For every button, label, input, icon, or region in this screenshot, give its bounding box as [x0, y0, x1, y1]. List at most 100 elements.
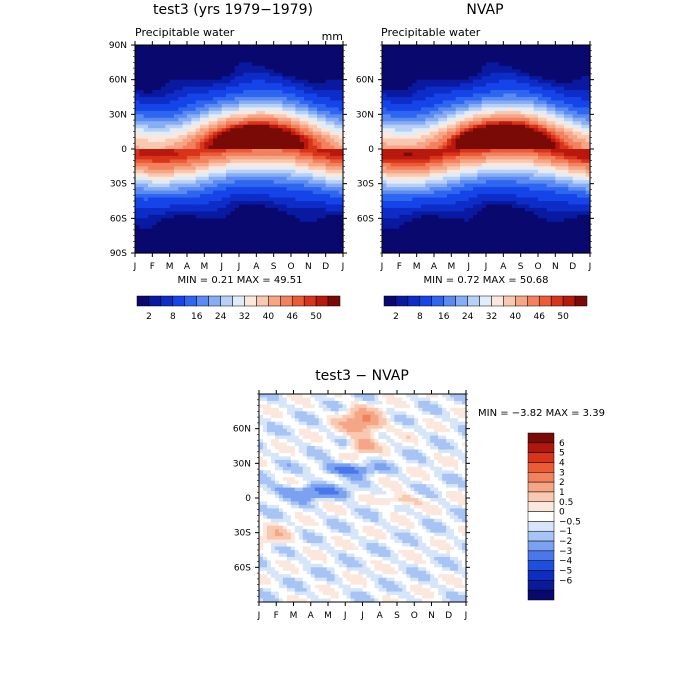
heat-cell — [304, 228, 309, 233]
heat-cell — [468, 145, 474, 150]
heat-cell — [546, 93, 552, 98]
heat-cell — [438, 72, 444, 77]
heat-cell — [507, 176, 513, 181]
heat-cell — [204, 131, 210, 136]
heat-cell — [330, 187, 335, 192]
heat-cell — [382, 76, 387, 81]
heat-cell — [299, 135, 305, 140]
heat-cell — [230, 235, 236, 240]
heat-cell — [412, 128, 418, 133]
heat-cell — [438, 128, 444, 133]
heat-cell — [308, 107, 314, 112]
heat-cell — [165, 246, 171, 251]
heat-cell — [143, 211, 149, 216]
heat-cell — [269, 100, 275, 105]
heat-cell — [559, 176, 565, 181]
heat-cell — [299, 142, 305, 147]
heat-cell — [165, 152, 171, 157]
heat-cell — [507, 83, 513, 88]
heat-cell — [243, 55, 249, 60]
heat-cell — [204, 169, 210, 174]
heat-cell — [421, 103, 426, 108]
heat-cell — [252, 201, 257, 206]
heat-cell — [464, 79, 470, 84]
heat-cell — [499, 142, 504, 147]
heat-cell — [546, 149, 552, 154]
heat-cell — [481, 142, 487, 147]
heat-cell — [494, 121, 500, 126]
heat-cell — [481, 173, 487, 178]
heat-cell — [273, 45, 279, 50]
heat-cell — [178, 79, 184, 84]
heat-cell — [507, 155, 513, 160]
heat-cell — [182, 131, 188, 136]
heat-cell — [221, 218, 227, 223]
heat-cell — [395, 79, 400, 84]
heat-cell — [226, 138, 231, 143]
heat-cell — [334, 55, 340, 60]
heat-cell — [464, 117, 470, 122]
heat-cell — [447, 155, 452, 160]
heat-cell — [234, 90, 240, 95]
heat-cell — [486, 131, 491, 136]
heat-cell — [208, 128, 214, 133]
heat-cell — [438, 176, 444, 181]
heat-cell — [252, 169, 257, 174]
heat-cell — [217, 45, 223, 50]
heat-cell — [182, 79, 188, 84]
heat-cell — [429, 90, 435, 95]
heat-cell — [187, 69, 192, 74]
heat-cell — [317, 204, 322, 209]
heat-cell — [581, 173, 587, 178]
heat-cell — [312, 228, 318, 233]
heat-cell — [507, 152, 513, 157]
heat-cell — [252, 149, 257, 154]
heat-cell — [507, 124, 513, 129]
heat-cell — [208, 76, 214, 81]
heat-cell — [425, 169, 431, 174]
heat-cell — [304, 166, 309, 171]
heat-cell — [512, 79, 517, 84]
heat-cell — [395, 100, 400, 105]
heat-cell — [139, 187, 145, 192]
heat-cell — [239, 145, 244, 150]
heat-cell — [152, 110, 158, 115]
heat-cell — [195, 232, 201, 237]
heat-cell — [390, 79, 396, 84]
heat-cell — [399, 69, 405, 74]
heat-cell — [312, 117, 318, 122]
heat-cell — [204, 62, 210, 67]
heat-cell — [473, 107, 478, 112]
heat-cell — [204, 83, 210, 88]
heat-cell — [317, 48, 322, 53]
heat-cell — [286, 197, 292, 202]
heat-cell — [421, 169, 426, 174]
heat-cell — [451, 62, 457, 67]
heat-cell — [187, 100, 192, 105]
heat-cell — [182, 242, 188, 247]
heat-cell — [178, 246, 184, 251]
heat-cell — [135, 107, 140, 112]
heat-cell — [252, 173, 257, 178]
heat-cell — [325, 97, 331, 102]
heat-cell — [577, 103, 582, 108]
heat-cell — [533, 86, 539, 91]
heat-cell — [265, 221, 270, 226]
heat-cell — [143, 93, 149, 98]
heat-cell — [273, 121, 279, 126]
heat-cell — [412, 162, 418, 167]
heat-cell — [455, 173, 461, 178]
heat-cell — [299, 76, 305, 81]
heat-cell — [282, 214, 288, 219]
heat-cell — [191, 201, 197, 206]
heat-cell — [338, 100, 344, 105]
heat-cell — [494, 114, 500, 119]
heat-cell — [187, 162, 192, 167]
heat-cell — [468, 79, 474, 84]
heat-cell — [182, 90, 188, 95]
heat-cell — [325, 221, 331, 226]
heat-cell — [533, 62, 539, 67]
heat-cell — [486, 138, 491, 143]
heat-cell — [165, 190, 171, 195]
heat-cell — [213, 221, 218, 226]
